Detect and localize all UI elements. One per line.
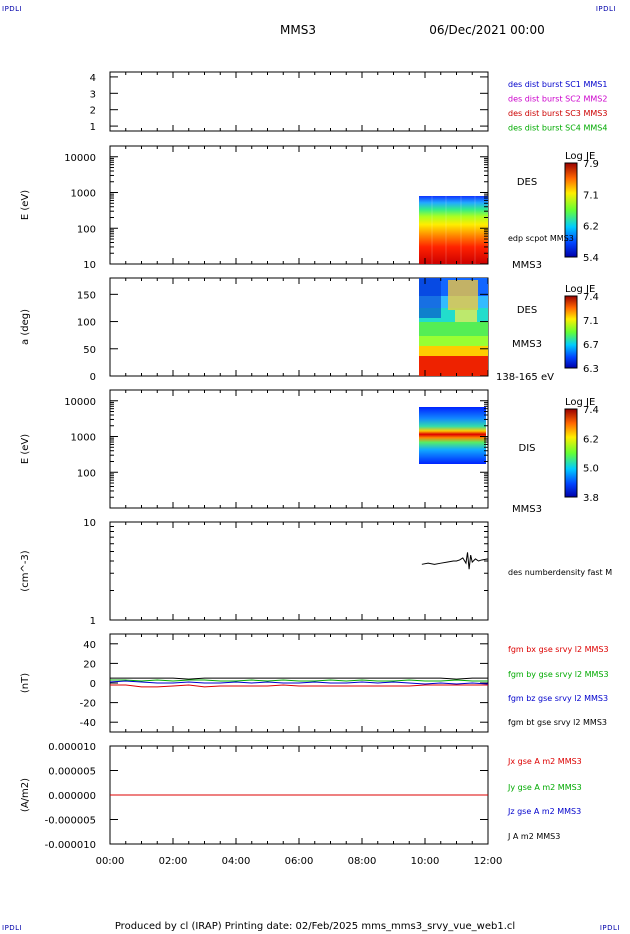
- p4-colorbar-tick: 5.0: [583, 464, 599, 475]
- p3-colorbar-tick: 7.1: [583, 316, 599, 327]
- p4-colorbar-title: Log JE: [565, 397, 595, 408]
- colorbar-p3: [564, 295, 578, 369]
- p4-species-label: DIS: [519, 443, 536, 454]
- p3-ylabel: a (deg): [20, 309, 31, 345]
- dis-energy-spectrogram: [419, 407, 486, 464]
- time-tick-label: 02:00: [159, 856, 188, 867]
- des-energy-spectrogram: [419, 196, 488, 264]
- p2-ytick-label: 10000: [64, 153, 96, 164]
- p4-ytick-label: 1000: [71, 433, 96, 444]
- des-pitch-spectrogram: [419, 278, 488, 376]
- p2-below-label: MMS3: [512, 260, 542, 271]
- p3-colorbar-title: Log JE: [565, 284, 595, 295]
- p7-series-name: J A m2 MMS3: [507, 832, 560, 841]
- p2-colorbar-tick: 5.4: [583, 253, 599, 264]
- p5-ytick-label: 10: [83, 518, 96, 529]
- p2-sub-label: edp scpot MMS3: [508, 234, 574, 243]
- time-tick-label: 04:00: [222, 856, 251, 867]
- p4-ylabel: E (eV): [20, 434, 31, 464]
- p3-ytick-label: 150: [77, 290, 96, 301]
- p4-ytick-label: 10000: [64, 397, 96, 408]
- p6-series-line: [109, 680, 489, 685]
- p7-ytick-label: 0.000000: [48, 791, 96, 802]
- p1-legend-entry: des dist burst SC3 MMS3: [508, 109, 607, 118]
- p2-ytick-label: 10: [83, 260, 96, 271]
- p1-ytick-label: 3: [90, 89, 96, 100]
- p7-ytick-label: -0.000010: [45, 840, 96, 851]
- p6-series-line: [110, 677, 488, 680]
- p1-legend-entry: des dist burst SC1 MMS1: [508, 80, 607, 89]
- p6-series-name: fgm bt gse srvy l2 MMS3: [508, 718, 607, 727]
- p1-ytick-label: 4: [90, 73, 96, 84]
- p3-ytick-label: 0: [90, 372, 96, 383]
- p6-ytick-label: 40: [83, 640, 96, 651]
- p7-series-name: Jz gse A m2 MMS3: [507, 807, 581, 816]
- corner-mark-tr: IPDLI: [595, 5, 616, 13]
- p6-series-line: [110, 679, 488, 682]
- footer-credit: Produced by cl (IRAP) Printing date: 02/…: [115, 921, 515, 932]
- p3-below-label: 138-165 eV: [496, 372, 554, 383]
- p5-ytick-label: 1: [90, 616, 96, 627]
- p6-series-name: fgm bz gse srvy l2 MMS3: [508, 694, 608, 703]
- p7-ytick-label: -0.000005: [45, 816, 96, 827]
- colorbar-p4: [564, 408, 578, 498]
- p2-colorbar-tick: 6.2: [583, 222, 599, 233]
- p3-colorbar-tick: 6.3: [583, 364, 599, 375]
- p3-ytick-label: 100: [77, 318, 96, 329]
- p5-ylabel: (cm^-3): [20, 550, 31, 591]
- p5-series-line: [421, 552, 489, 570]
- p2-colorbar-tick: 7.9: [583, 159, 599, 170]
- p6-ylabel: (nT): [20, 673, 31, 693]
- time-tick-label: 10:00: [411, 856, 440, 867]
- time-tick-label: 06:00: [285, 856, 314, 867]
- p6-ytick-label: 0: [90, 679, 96, 690]
- time-tick-label: 00:00: [96, 856, 125, 867]
- p6-series-line: [110, 684, 488, 688]
- p2-ylabel: E (eV): [20, 190, 31, 220]
- p3-colorbar-tick: 6.7: [583, 340, 599, 351]
- p5-series-name: des numberdensity fast M: [508, 568, 612, 577]
- p6-ytick-label: 20: [83, 659, 96, 670]
- p3-species-label: DES: [517, 305, 537, 316]
- p4-colorbar-tick: 7.4: [583, 405, 599, 416]
- p1-ytick-label: 2: [90, 106, 96, 117]
- time-tick-label: 08:00: [348, 856, 377, 867]
- p2-colorbar-tick: 7.1: [583, 190, 599, 201]
- corner-mark-bl: IPDLI: [2, 924, 23, 932]
- des-energy-texture: [431, 196, 476, 264]
- colorbar-p2: [564, 162, 578, 258]
- p7-ytick-label: 0.000005: [48, 767, 96, 778]
- plot-title: MMS3: [280, 23, 316, 37]
- p3-ytick-label: 50: [83, 345, 96, 356]
- p2-species-label: DES: [517, 177, 537, 188]
- p4-below-label: MMS3: [512, 504, 542, 515]
- p4-colorbar-tick: 6.2: [583, 434, 599, 445]
- corner-mark-tl: IPDLI: [2, 5, 23, 13]
- p6-ytick-label: -20: [80, 699, 96, 710]
- p1-legend-entry: des dist burst SC2 MMS2: [508, 95, 607, 104]
- p6-ytick-label: -40: [80, 718, 96, 729]
- p7-ylabel: (A/m2): [20, 778, 31, 812]
- p2-ytick-label: 1000: [71, 189, 96, 200]
- time-tick-label: 12:00: [474, 856, 503, 867]
- p7-series-name: Jx gse A m2 MMS3: [507, 757, 582, 766]
- panel-5-frame: [109, 521, 489, 621]
- p7-series-name: Jy gse A m2 MMS3: [507, 783, 582, 792]
- p4-ytick-label: 100: [77, 468, 96, 479]
- p1-ytick-label: 1: [90, 122, 96, 133]
- p7-ytick-label: 0.000010: [48, 742, 96, 753]
- plot-date: 06/Dec/2021 00:00: [429, 23, 545, 37]
- corner-mark-br: IPDLI: [599, 924, 620, 932]
- p3-colorbar-tick: 7.4: [583, 292, 599, 303]
- p3-sub-label: MMS3: [512, 339, 542, 350]
- p2-ytick-label: 100: [77, 224, 96, 235]
- p4-colorbar-tick: 3.8: [583, 493, 599, 504]
- p6-series-name: fgm by gse srvy l2 MMS3: [508, 670, 609, 679]
- p1-legend-entry: des dist burst SC4 MMS4: [508, 124, 607, 133]
- p6-series-name: fgm bx gse srvy l2 MMS3: [508, 645, 609, 654]
- panel-1-frame: [109, 71, 489, 132]
- p2-colorbar-title: Log JE: [565, 151, 595, 162]
